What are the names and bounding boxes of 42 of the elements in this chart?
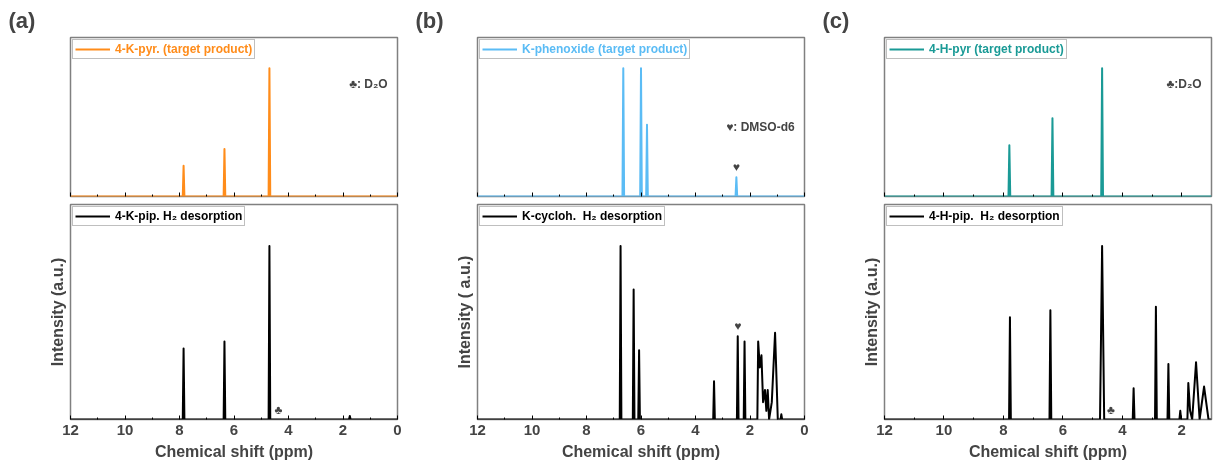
legend-label: 4-K-pyr. (target product)	[115, 42, 253, 56]
annotation: ♣	[1107, 402, 1116, 417]
annotation: ♣:D₂O	[1166, 77, 1202, 92]
chart-title: (c)	[822, 7, 850, 33]
chart-title: (b)	[415, 7, 444, 33]
x-tick-label: 12	[469, 420, 486, 438]
chart-title: (a)	[8, 7, 36, 33]
y-axis-title: Intensity (a.u.)	[862, 257, 880, 367]
x-tick-label: 10	[935, 420, 953, 438]
annotation: ♥: DMSO-d6	[726, 119, 796, 134]
legend-label: 4-H-pyr (target product)	[929, 42, 1064, 56]
x-axis-title: Chemical shift (ppm)	[968, 442, 1128, 460]
x-tick-label: 6	[229, 420, 239, 438]
x-tick-label: 2	[338, 420, 348, 438]
x-tick-label: 12	[62, 420, 79, 438]
x-tick-label: 0	[393, 420, 402, 438]
x-tick-label: 6	[1058, 420, 1068, 438]
x-axis-title: Chemical shift (ppm)	[561, 442, 721, 460]
x-tick-label: 4	[1118, 420, 1128, 438]
annotation: ♣: D₂O	[349, 77, 388, 92]
x-tick-label: 10	[523, 420, 541, 438]
annotation: ♥	[734, 319, 742, 334]
x-tick-label: 4	[691, 420, 701, 438]
y-axis-title: Intensity ( a.u.)	[455, 255, 473, 369]
x-tick-label: 8	[175, 420, 184, 438]
legend-label: 4-H-pip. H₂ desorption	[929, 209, 1060, 223]
y-axis-title: Intensity (a.u.)	[48, 257, 66, 367]
x-tick-label: 6	[636, 420, 646, 438]
legend-label: K-cycloh. H₂ desorption	[522, 209, 663, 223]
x-axis-title: Chemical shift (ppm)	[154, 442, 314, 460]
annotation: ♣	[274, 402, 283, 417]
x-tick-label: 2	[1177, 420, 1186, 438]
x-tick-label: 8	[999, 420, 1008, 438]
annotation: ♥	[732, 160, 740, 175]
x-tick-label: 8	[582, 420, 591, 438]
x-tick-label: 12	[876, 420, 893, 438]
legend-label: K-phenoxide (target product)	[522, 42, 688, 56]
x-tick-label: 10	[116, 420, 134, 438]
x-tick-label: 0	[800, 420, 809, 438]
x-tick-label: 4	[284, 420, 294, 438]
legend-label: 4-K-pip. H₂ desorption	[115, 209, 243, 223]
x-tick-label: 2	[745, 420, 755, 438]
